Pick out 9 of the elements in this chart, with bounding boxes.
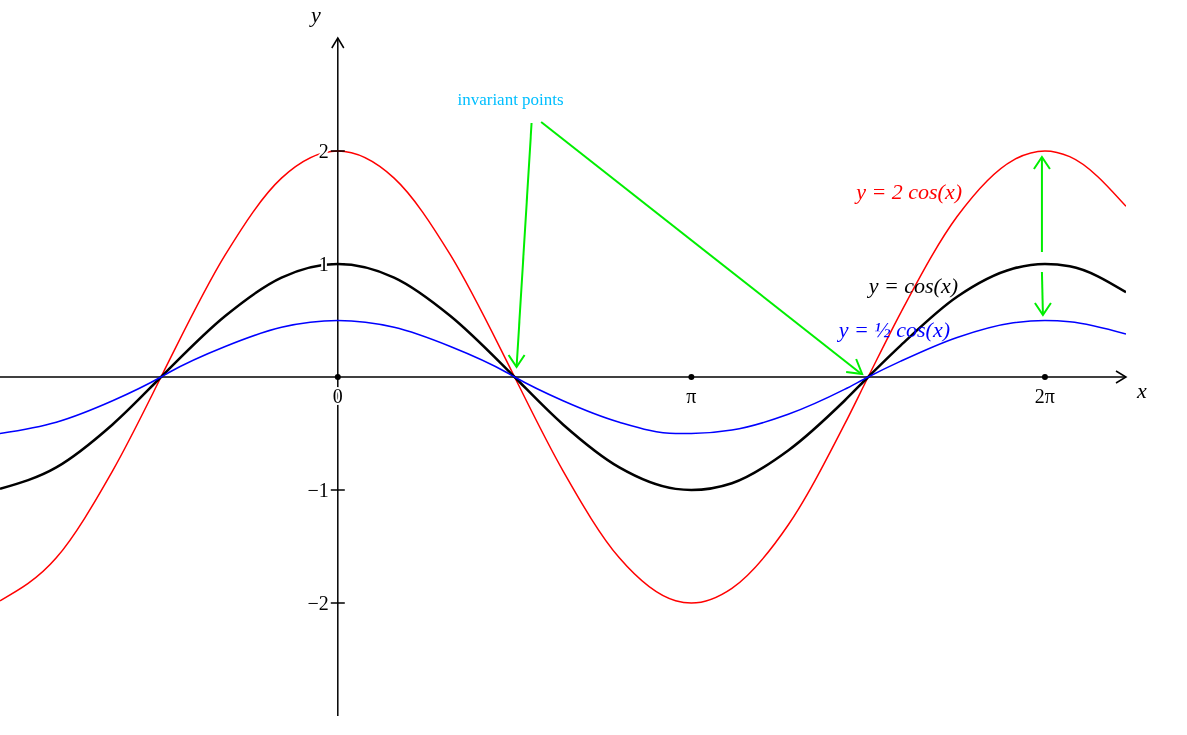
annotation: invariant points (457, 90, 564, 109)
x-tick-label: π (686, 385, 697, 407)
x-tick-label: 2π (1034, 385, 1055, 407)
y-tick-label: −1 (307, 479, 329, 501)
line-series (0, 319, 1126, 435)
series-label: y = 2 cos(x) (856, 179, 962, 204)
y-tick-label: −2 (307, 592, 329, 614)
x-axis-title: x (1137, 378, 1147, 404)
y-axis-title: y (311, 2, 321, 28)
